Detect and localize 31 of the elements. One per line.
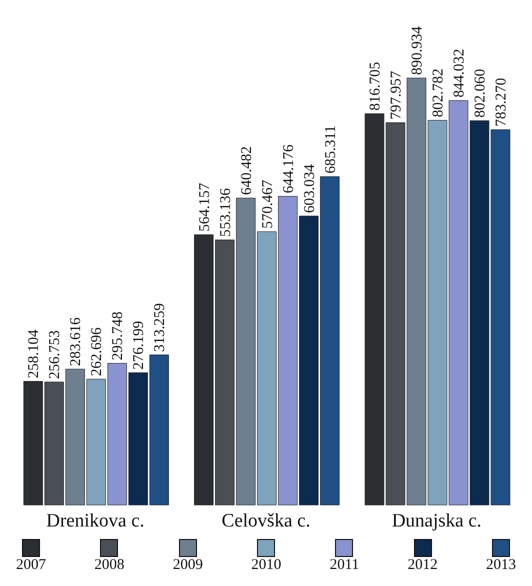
data-label: 783.270 <box>493 78 510 127</box>
data-label: 564.157 <box>196 182 213 232</box>
legend-label: 2007 <box>16 557 46 574</box>
data-label: 890.934 <box>409 26 426 75</box>
data-label: 802.782 <box>430 68 446 118</box>
data-label: 295.748 <box>110 312 126 360</box>
data-label: 603.034 <box>302 164 318 213</box>
data-label: 283.616 <box>68 316 84 366</box>
data-label: 256.753 <box>47 330 64 379</box>
legend-label: 2011 <box>330 557 360 574</box>
data-label: 802.060 <box>472 68 488 118</box>
data-label: 262.696 <box>89 326 106 376</box>
data-label: 685.311 <box>322 125 339 174</box>
data-label: 844.032 <box>451 48 468 98</box>
legend-label: 2010 <box>251 557 282 574</box>
data-label: 640.482 <box>238 146 255 196</box>
data-label: 797.957 <box>388 70 404 120</box>
legend-label: 2013 <box>486 557 516 574</box>
x-tick-label: Dunajska c. <box>392 510 482 532</box>
x-tick-label: Celovška c. <box>222 510 310 532</box>
data-label: 816.705 <box>367 62 384 111</box>
data-label: 313.259 <box>152 303 168 352</box>
data-label: 258.104 <box>26 329 42 378</box>
data-label: 553.136 <box>218 188 234 237</box>
data-label: 644.176 <box>280 144 297 194</box>
data-label: 276.199 <box>131 320 148 370</box>
legend-label: 2009 <box>172 557 203 574</box>
legend-label: 2008 <box>94 557 124 574</box>
data-label: 570.467 <box>260 179 276 229</box>
legend-label: 2012 <box>408 557 438 574</box>
x-tick-label: Drenikova c. <box>46 510 144 532</box>
